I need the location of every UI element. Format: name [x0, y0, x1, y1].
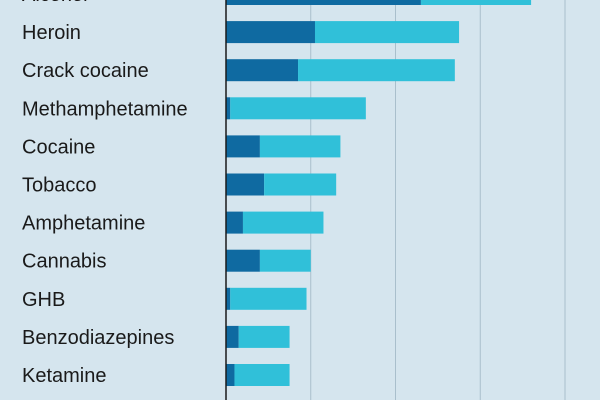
category-label-methamphetamine: Methamphetamine	[22, 98, 188, 120]
bar-alcohol-segment-1	[226, 0, 421, 5]
bar-ketamine-segment-2	[234, 364, 290, 386]
category-label-crack-cocaine: Crack cocaine	[22, 60, 149, 82]
category-label-cannabis: Cannabis	[22, 251, 107, 273]
bar-alcohol-segment-2	[420, 0, 532, 5]
category-label-benzodiazepines: Benzodiazepines	[22, 327, 174, 349]
bar-ketamine-segment-1	[226, 364, 235, 386]
bar-crack-cocaine-segment-2	[298, 59, 455, 82]
bars	[226, 0, 532, 386]
bar-methamphetamine-segment-1	[226, 97, 231, 120]
bar-tobacco-segment-2	[264, 173, 337, 196]
category-label-heroin: Heroin	[22, 22, 81, 44]
category-label-ketamine: Ketamine	[22, 365, 107, 387]
bar-ghb-segment-2	[230, 287, 307, 310]
bar-heroin-segment-1	[226, 21, 315, 44]
bar-cocaine-segment-2	[259, 135, 341, 158]
bar-ghb-segment-1	[226, 287, 231, 310]
category-label-tobacco: Tobacco	[22, 175, 97, 197]
bar-benzodiazepines-segment-1	[226, 325, 239, 348]
bar-benzodiazepines-segment-2	[238, 325, 290, 348]
category-label-amphetamine: Amphetamine	[22, 213, 145, 235]
bar-crack-cocaine-segment-1	[226, 59, 299, 82]
bar-cocaine-segment-1	[226, 135, 260, 158]
bar-heroin-segment-2	[314, 21, 460, 44]
bar-amphetamine-segment-2	[242, 211, 324, 234]
bar-cannabis-segment-1	[226, 249, 260, 272]
category-label-alcohol: Alcohol	[22, 0, 88, 6]
category-label-cocaine: Cocaine	[22, 136, 95, 158]
bar-methamphetamine-segment-2	[230, 97, 366, 120]
bar-cannabis-segment-2	[259, 249, 311, 272]
bar-amphetamine-segment-1	[226, 211, 243, 234]
category-labels: Alcohol Heroin Crack cocaine Methamphetamin…	[22, 0, 188, 387]
category-label-ghb: GHB	[22, 289, 65, 311]
bar-tobacco-segment-1	[226, 173, 265, 196]
